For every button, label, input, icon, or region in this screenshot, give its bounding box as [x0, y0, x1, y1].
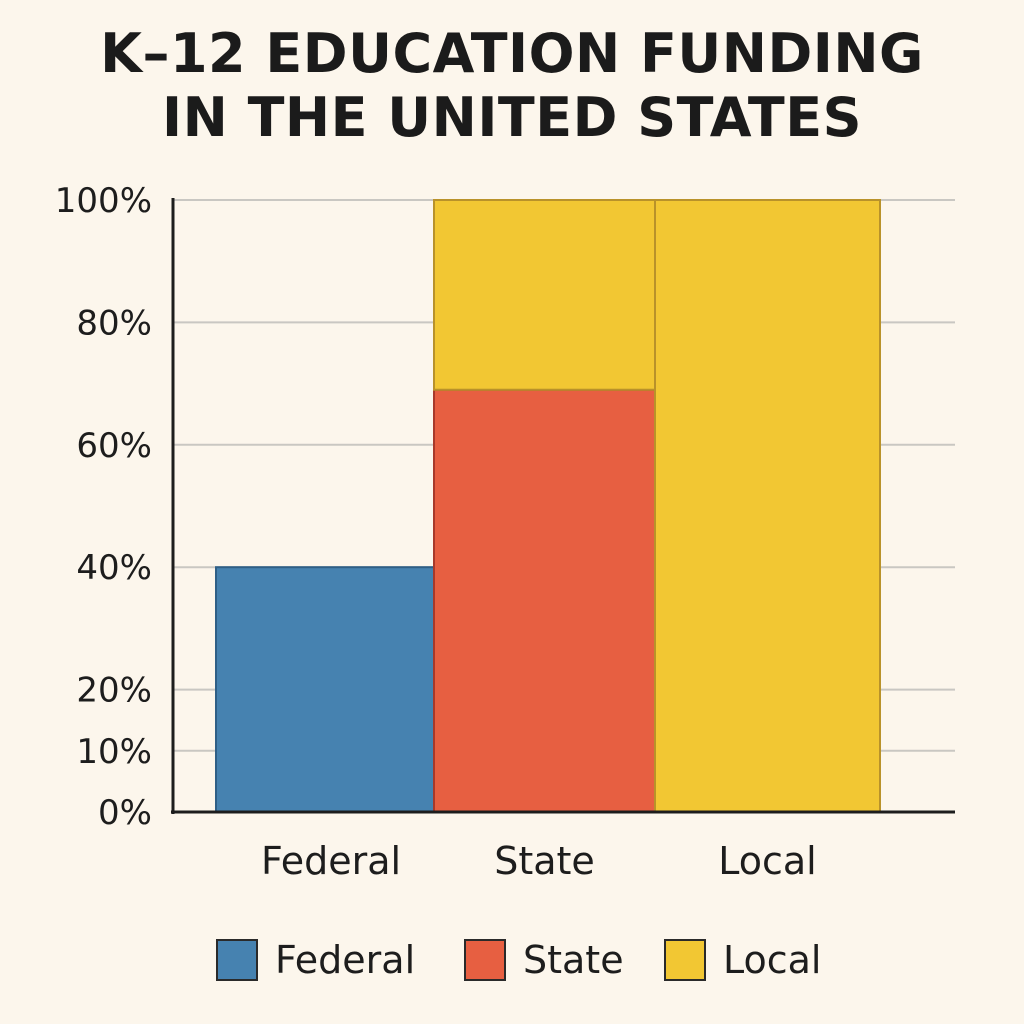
chart-title-line-2: IN THE UNITED STATES	[161, 86, 863, 149]
y-tick-label: 100%	[55, 181, 152, 221]
bar-state-state	[433, 388, 656, 813]
x-tick-label: Local	[718, 839, 817, 883]
chart-title-line-1: K–12 EDUCATION FUNDING	[100, 22, 924, 85]
y-tick-label: 80%	[76, 303, 152, 343]
bar-state-local	[433, 199, 656, 391]
legend-swatch-local	[664, 939, 706, 981]
legend-swatch-federal	[216, 939, 258, 981]
legend-label-local: Local	[723, 938, 822, 982]
x-tick-label: Federal	[261, 839, 401, 883]
bar-local-local	[654, 199, 881, 813]
legend-label-federal: Federal	[275, 938, 415, 982]
y-tick-label: 60%	[76, 426, 152, 466]
x-tick-label: State	[494, 839, 595, 883]
bar-federal-federal	[215, 566, 435, 814]
y-tick-label: 20%	[76, 671, 152, 711]
y-tick-label: 40%	[76, 548, 152, 588]
y-tick-label: 10%	[76, 732, 152, 772]
legend-label-state: State	[523, 938, 624, 982]
chart-title: K–12 EDUCATION FUNDING IN THE UNITED STA…	[0, 22, 1024, 150]
y-tick-label: 0%	[98, 793, 152, 833]
legend-swatch-state	[464, 939, 506, 981]
